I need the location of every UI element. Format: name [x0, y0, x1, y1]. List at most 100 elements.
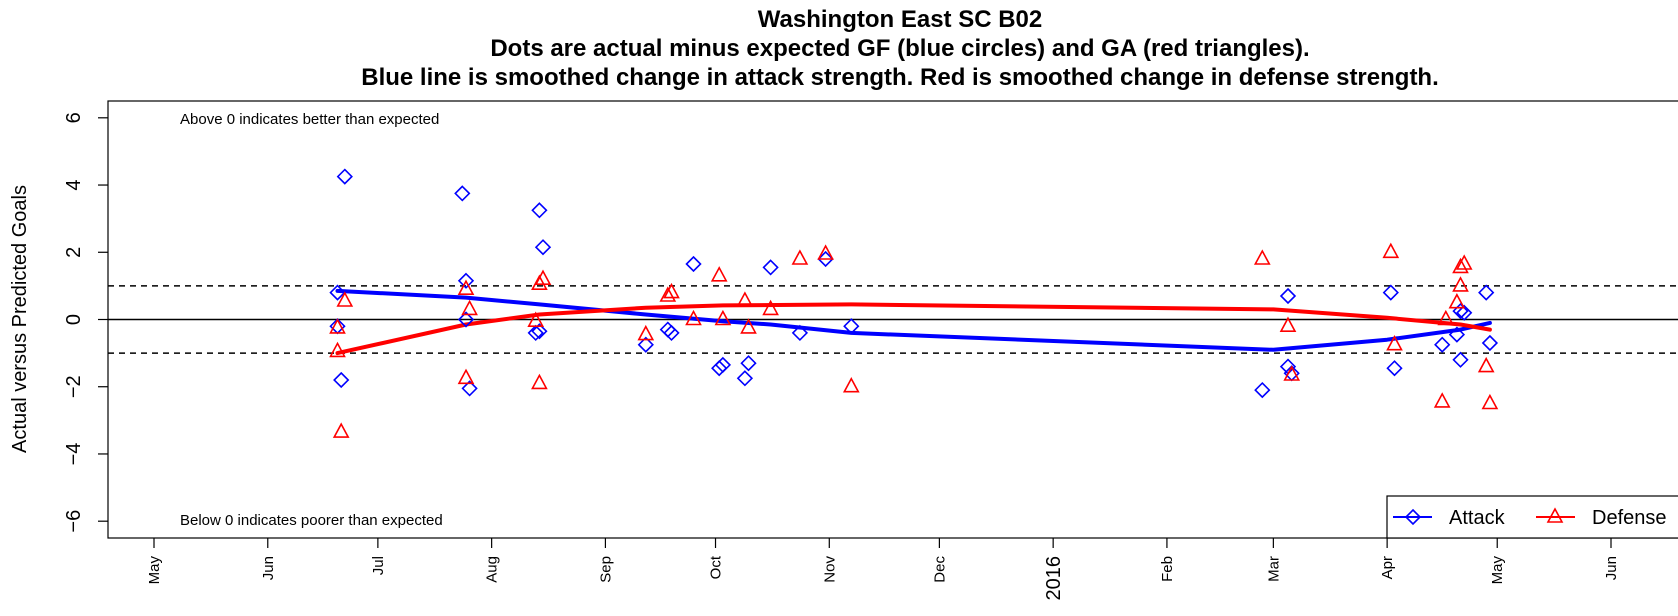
- y-axis-label: Actual versus Predicted Goals: [9, 185, 31, 453]
- defense-point: [329, 318, 346, 334]
- attack-point: [1452, 351, 1469, 368]
- defense-point: [1452, 257, 1469, 274]
- attack-point: [1448, 326, 1466, 343]
- defense-point: [842, 377, 860, 393]
- defense-point: [1279, 316, 1297, 333]
- attack-point: [336, 168, 353, 185]
- defense-point: [527, 311, 545, 328]
- defense-point: [534, 269, 552, 286]
- chart-title-line-2: Dots are actual minus expected GF (blue …: [490, 35, 1309, 62]
- attack-point: [1279, 287, 1297, 305]
- smoothed-lines: [335, 288, 1492, 356]
- attack-point: [531, 323, 548, 340]
- attack-point: [454, 185, 471, 202]
- defense-point: [685, 309, 702, 326]
- defense-point: [1382, 242, 1400, 259]
- defense-point: [1455, 254, 1473, 270]
- attack-point: [333, 371, 350, 389]
- attack-point: [1456, 304, 1473, 321]
- x-tick-label: Oct: [708, 555, 725, 579]
- annotation-above: Above 0 indicates better than expected: [180, 111, 439, 128]
- y-tick-label: −6: [63, 510, 85, 533]
- attack-point: [1481, 334, 1499, 352]
- attack-point: [714, 356, 732, 374]
- attack-point: [843, 318, 860, 335]
- defense-point: [710, 266, 728, 282]
- defense-point: [663, 282, 680, 299]
- attack-point: [817, 250, 834, 268]
- legend-defense-marker-icon: [1546, 507, 1564, 523]
- x-tick-label: Jul: [370, 556, 387, 575]
- defense-point: [659, 286, 677, 302]
- defense-smoothed-line: [335, 302, 1492, 356]
- attack-point: [531, 202, 548, 219]
- defense-point: [461, 299, 478, 316]
- defense-point: [1448, 293, 1466, 309]
- y-tick-label: 6: [63, 112, 85, 123]
- defense-point: [329, 341, 346, 358]
- legend-attack-marker-icon: [1404, 508, 1422, 526]
- x-tick-label: Jun: [1603, 556, 1620, 580]
- x-tick-label: May: [146, 556, 163, 585]
- y-tick-label: 0: [63, 314, 85, 325]
- attack-point: [1386, 360, 1403, 377]
- attack-point: [685, 255, 702, 273]
- attack-point: [329, 284, 346, 301]
- attack-point: [527, 324, 544, 342]
- defense-point: [1437, 309, 1455, 326]
- chart-title: Washington East SC B02 Dots are actual m…: [361, 6, 1439, 91]
- defense-point: [762, 299, 779, 316]
- defense-point: [714, 309, 732, 326]
- attack-point: [457, 311, 475, 328]
- attack-point: [762, 259, 779, 276]
- attack-point: [711, 360, 728, 377]
- defense-point: [791, 249, 809, 265]
- chart-title-line-3: Blue line is smoothed change in attack s…: [361, 64, 1439, 91]
- defense-point: [1477, 356, 1495, 373]
- y-tick-label: −4: [63, 443, 85, 466]
- legend-defense-label: Defense: [1592, 507, 1667, 529]
- x-tick-label: Jun: [260, 556, 277, 580]
- legend-box: [1386, 495, 1678, 539]
- defense-point: [332, 422, 350, 438]
- defense-point: [457, 279, 475, 296]
- x-tick-label: Apr: [1379, 556, 1396, 579]
- x-tick-label: Nov: [821, 556, 838, 583]
- attack-point: [457, 272, 475, 289]
- defense-point: [336, 291, 354, 307]
- defense-point: [1481, 393, 1499, 410]
- x-tick-label: Dec: [931, 556, 948, 583]
- chart-title-line-1: Washington East SC B02: [758, 6, 1042, 33]
- attack-point: [1452, 302, 1469, 320]
- attack-point: [1254, 381, 1271, 399]
- defense-point: [1433, 392, 1451, 408]
- x-tick-label: Aug: [484, 556, 501, 583]
- defense-point: [457, 368, 475, 385]
- defense-point: [736, 291, 754, 307]
- x-tick-label: May: [1489, 556, 1506, 585]
- defense-point: [637, 324, 655, 341]
- legend: Attack Defense: [1386, 495, 1678, 539]
- attack-point: [1434, 336, 1451, 353]
- x-tick-label-year: 2016: [1043, 556, 1065, 601]
- attack-point: [461, 380, 478, 397]
- legend-attack-label: Attack: [1449, 507, 1506, 529]
- x-tick-label: Mar: [1265, 556, 1282, 582]
- defense-point: [740, 318, 757, 334]
- defense-point: [531, 373, 548, 390]
- attack-point: [1478, 284, 1495, 301]
- attack-point: [534, 239, 552, 256]
- y-axis: 6 4 2 0 −2 −4 −6: [63, 112, 108, 533]
- attack-point: [637, 336, 654, 353]
- attack-point: [740, 355, 757, 372]
- attack-point: [1382, 284, 1399, 301]
- data-points: [329, 168, 1499, 438]
- attack-point: [791, 324, 809, 342]
- y-tick-label: 2: [63, 247, 85, 258]
- y-tick-label: −2: [63, 375, 85, 398]
- attack-point: [736, 370, 754, 387]
- x-tick-label: Sep: [597, 556, 614, 583]
- x-axis: May Jun Jul Aug Sep Oct Nov Dec 2016 Feb Mar Apr May…: [146, 538, 1620, 601]
- defense-point: [817, 244, 834, 260]
